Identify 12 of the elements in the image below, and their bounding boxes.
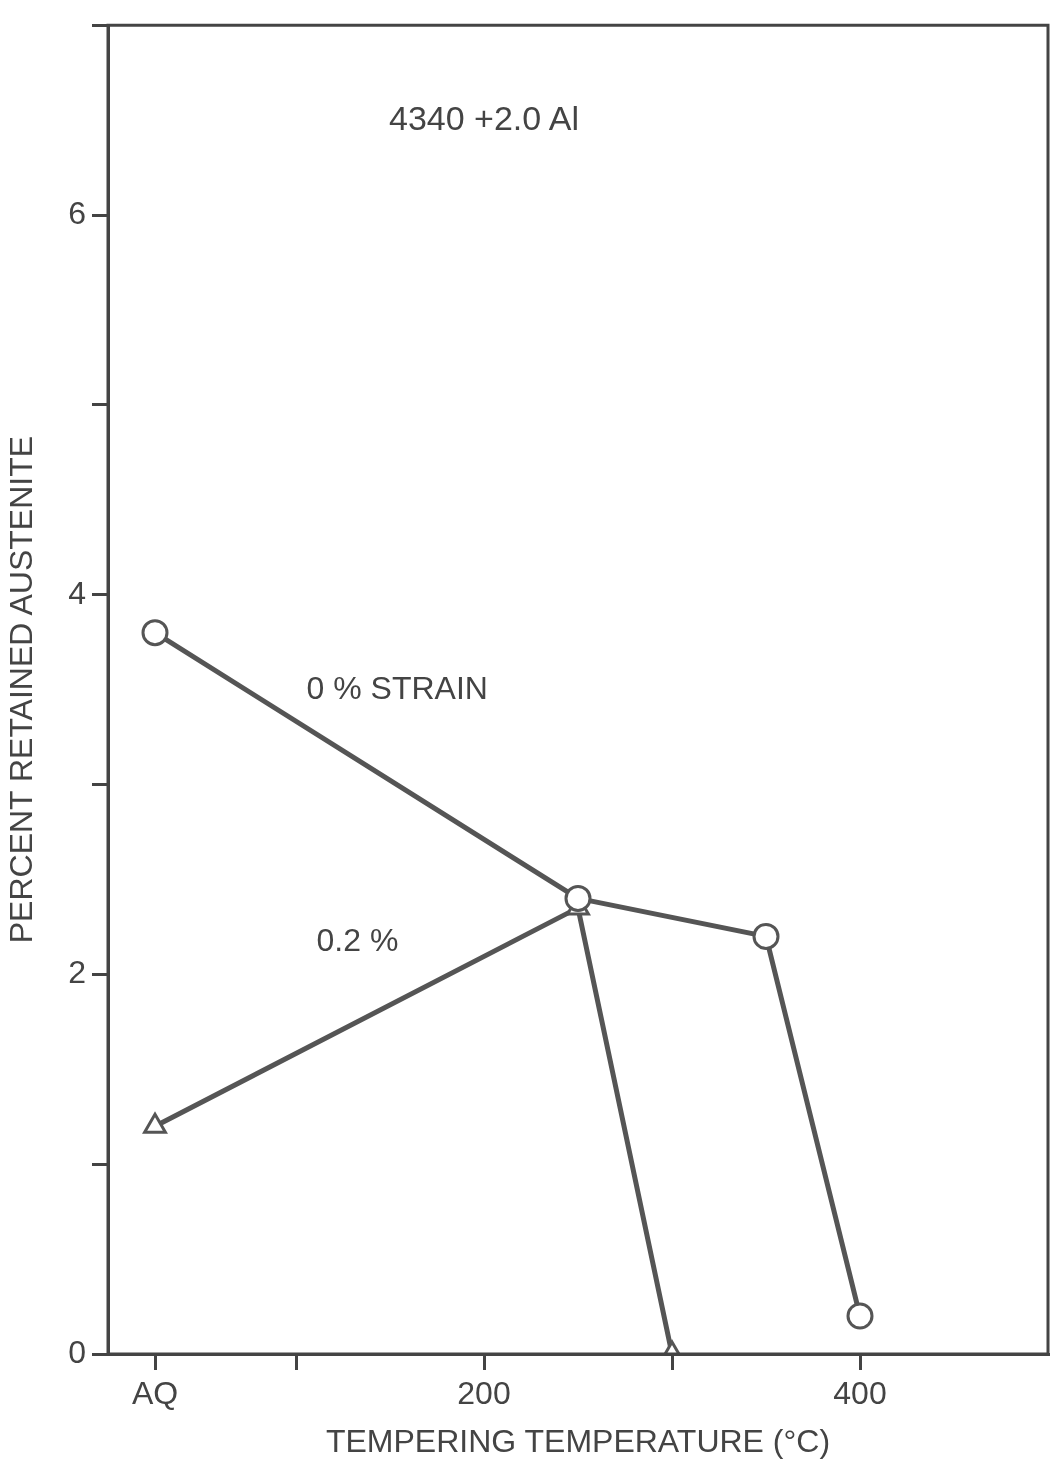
- y-tick-label: 0: [68, 1333, 86, 1370]
- x-tick-label: AQ: [131, 1375, 179, 1412]
- y-tick-label: 6: [68, 194, 86, 231]
- y-tick-label: 4: [68, 574, 86, 611]
- series-label: 0.2 %: [316, 921, 399, 958]
- y-tick-label: 2: [68, 954, 86, 991]
- x-tick-label: 200: [457, 1375, 511, 1412]
- y-axis-title: PERCENT RETAINED AUSTENITE: [3, 435, 40, 944]
- x-tick-label: 400: [833, 1375, 887, 1412]
- series-label: 0 % STRAIN: [306, 670, 488, 707]
- x-axis-title: TEMPERING TEMPERATURE (°C): [325, 1422, 831, 1459]
- text: 4340 +2.0 Al: [388, 98, 580, 137]
